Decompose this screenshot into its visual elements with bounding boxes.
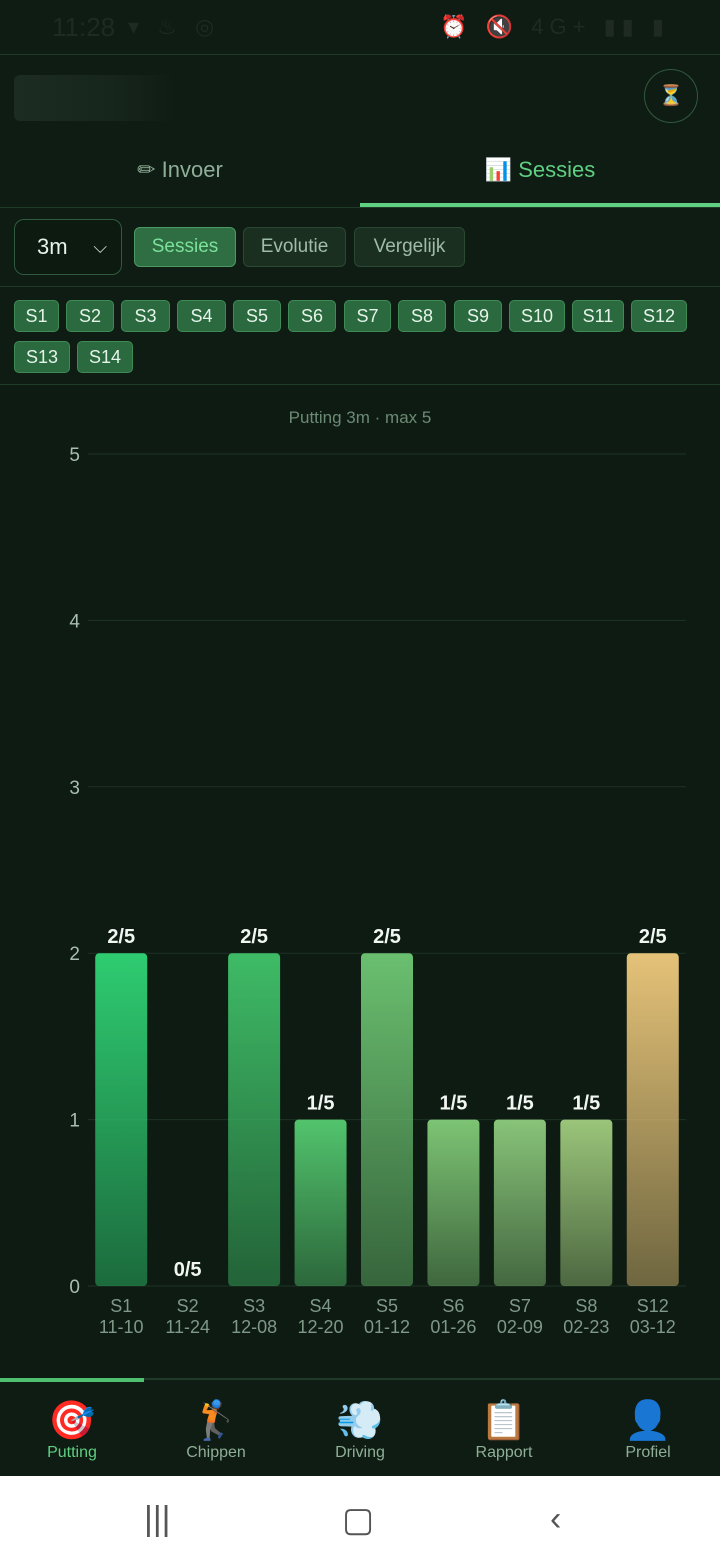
y-tick-label: 5 (69, 445, 80, 466)
session-chip[interactable]: S1 (14, 300, 59, 332)
bar-value-label: 1/5 (506, 1093, 534, 1115)
user-icon: 👤 (624, 1400, 672, 1442)
x-tick-date: 11-10 (99, 1317, 144, 1337)
x-tick-label: S4 (310, 1296, 332, 1316)
bottom-nav: 🎯 Putting 🏌 Chippen 💨 Driving 📋 Rapport … (0, 1378, 720, 1478)
session-chip[interactable]: S5 (233, 300, 281, 332)
bar (493, 1119, 546, 1286)
system-nav-bar: ||| ▢ ‹ (0, 1476, 720, 1560)
chart-title: Putting 3m · max 5 (289, 408, 432, 427)
session-chip[interactable]: S7 (344, 300, 391, 332)
bar-value-label: 1/5 (440, 1093, 468, 1115)
status-bar: 11:28 ▾ ♨ ◎ ⏰ 🔇 4G+ ▮▮ ▮ (0, 0, 720, 55)
x-tick-label: S7 (509, 1296, 531, 1316)
y-tick-label: 4 (69, 611, 80, 632)
session-chip[interactable]: S9 (454, 300, 502, 332)
chart-panel: Putting 3m · max 5 0 1 2 3 4 5 2/5 S1 11-10 0/5 S… (0, 385, 720, 1378)
bar-value-label: 1/5 (307, 1093, 335, 1115)
view-controls: 3m ⌵ Sessies Evolutie Vergelijk (0, 208, 720, 287)
session-chip[interactable]: S8 (398, 300, 446, 332)
hourglass-icon[interactable]: ⏳ (644, 69, 698, 123)
y-tick-label: 0 (69, 1277, 80, 1298)
main-tabs: ✏ Invoer 📊 Sessies (0, 137, 720, 208)
bar-value-label: 2/5 (373, 926, 401, 948)
bar (427, 1119, 480, 1286)
nav-driving[interactable]: 💨 Driving (288, 1380, 432, 1478)
x-tick-date: 03-12 (630, 1317, 676, 1337)
bar-value-label: 2/5 (240, 926, 268, 948)
bar-value-label: 2/5 (639, 926, 667, 948)
session-chip[interactable]: S12 (631, 300, 687, 332)
view-evolutie-button[interactable]: Evolutie (243, 227, 346, 267)
x-tick-date: 02-09 (497, 1317, 543, 1337)
view-sessies-button[interactable]: Sessies (134, 227, 236, 267)
x-tick-label: S1 (110, 1296, 132, 1316)
bar (361, 953, 413, 1286)
clipboard-icon: 📋 (480, 1400, 528, 1442)
x-tick-label: S2 (177, 1296, 199, 1316)
x-tick-date: 01-12 (364, 1317, 410, 1337)
home-icon[interactable]: ▢ (342, 1501, 375, 1539)
nav-label: Rapport (475, 1444, 533, 1461)
app-logo (14, 75, 174, 121)
bar (228, 953, 281, 1286)
status-right-icons: ⏰ 🔇 4G+ ▮▮ ▮ (440, 14, 670, 39)
x-tick-label: S6 (442, 1296, 464, 1316)
nav-putting[interactable]: 🎯 Putting (0, 1380, 144, 1478)
tab-sessies[interactable]: 📊 Sessies (360, 137, 720, 207)
x-tick-label: S8 (575, 1296, 597, 1316)
x-tick-label: S5 (376, 1296, 398, 1316)
tab-invoer[interactable]: ✏ Invoer (137, 157, 223, 182)
nav-label: Profiel (625, 1444, 671, 1461)
x-tick-label: S3 (243, 1296, 265, 1316)
x-tick-date: 12-20 (298, 1317, 344, 1337)
session-chip[interactable]: S13 (14, 341, 70, 373)
status-time: 11:28 (52, 12, 116, 42)
session-chip[interactable]: S14 (77, 341, 133, 373)
session-chips: S1 S2 S3 S4 S5 S6 S7 S8 S9 S10 S11 S12 S… (0, 287, 720, 385)
chevron-down-icon: ⌵ (93, 237, 107, 257)
status-left-icons: ▾ ♨ ◎ (128, 14, 221, 39)
nav-active-indicator (0, 1378, 144, 1382)
nav-label: Putting (47, 1444, 97, 1461)
session-chip[interactable]: S6 (288, 300, 336, 332)
bar-value-label: 0/5 (174, 1259, 202, 1281)
x-tick-date: 01-26 (430, 1317, 476, 1337)
x-tick-date: 02-23 (563, 1317, 609, 1337)
nav-chippen[interactable]: 🏌 Chippen (144, 1380, 288, 1478)
x-tick-date: 12-08 (231, 1317, 277, 1337)
session-chip[interactable]: S10 (509, 300, 565, 332)
distance-select-value: 3m (37, 234, 68, 259)
target-icon: 🎯 (48, 1400, 96, 1442)
wind-icon: 💨 (336, 1400, 384, 1442)
session-chip[interactable]: S11 (572, 300, 624, 332)
bar (294, 1119, 347, 1286)
y-tick-label: 2 (69, 944, 80, 965)
view-vergelijk-button[interactable]: Vergelijk (354, 227, 465, 267)
session-chip[interactable]: S3 (121, 300, 170, 332)
x-tick-date: 11-24 (165, 1317, 210, 1337)
session-chip[interactable]: S4 (177, 300, 226, 332)
back-icon[interactable]: ‹ (550, 1500, 562, 1538)
bar-value-label: 1/5 (572, 1093, 600, 1115)
session-chip[interactable]: S2 (66, 300, 114, 332)
nav-label: Driving (335, 1444, 385, 1461)
bar (626, 953, 679, 1286)
golfer-icon: 🏌 (192, 1400, 240, 1442)
x-tick-label: S12 (637, 1296, 669, 1316)
nav-rapport[interactable]: 📋 Rapport (432, 1380, 576, 1478)
bar-value-label: 2/5 (107, 926, 135, 948)
nav-label: Chippen (186, 1444, 246, 1461)
recent-apps-icon[interactable]: ||| (144, 1500, 171, 1538)
nav-profiel[interactable]: 👤 Profiel (576, 1380, 720, 1478)
y-tick-label: 1 (69, 1111, 80, 1132)
bar (560, 1119, 613, 1286)
app-header: ⏳ (0, 55, 720, 138)
distance-select[interactable]: 3m ⌵ (14, 219, 122, 275)
y-tick-label: 3 (69, 778, 80, 799)
bar (95, 953, 148, 1286)
